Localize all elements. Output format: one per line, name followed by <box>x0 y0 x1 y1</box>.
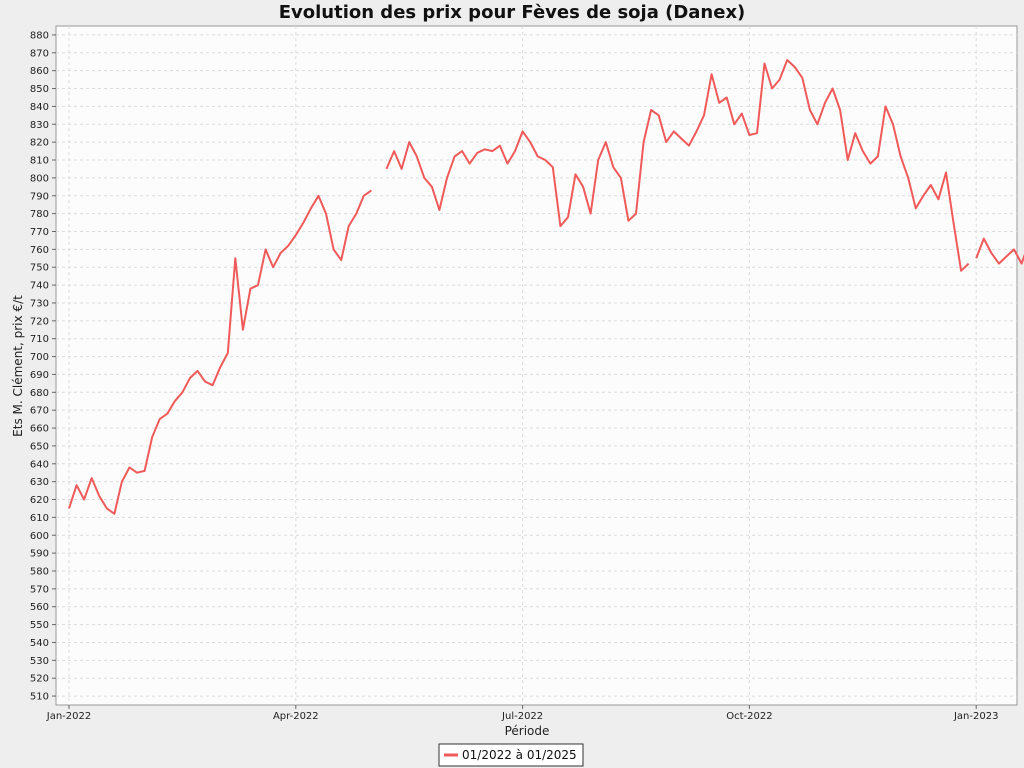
y-tick-label: 600 <box>30 531 49 542</box>
y-tick-label: 760 <box>30 245 49 256</box>
y-tick-label: 570 <box>30 584 49 595</box>
y-tick-label: 880 <box>30 30 49 41</box>
y-tick-label: 820 <box>30 138 49 149</box>
x-axis-title: Période <box>505 724 550 738</box>
legend-label: 01/2022 à 01/2025 <box>462 748 577 762</box>
y-tick-label: 780 <box>30 209 49 220</box>
y-tick-label: 800 <box>30 173 49 184</box>
y-tick-label: 860 <box>30 66 49 77</box>
plot-area <box>55 25 1018 706</box>
y-tick-label: 830 <box>30 120 49 131</box>
y-tick-label: 650 <box>30 441 49 452</box>
y-tick-label: 640 <box>30 459 49 470</box>
x-tick-label: Oct-2022 <box>726 711 772 722</box>
x-axis: Jan-2022 Apr-2022 Jul-2022 Oct-2022 Jan-2023… <box>46 705 998 722</box>
y-axis: 510 520 530 540 550 560 570 580 590 600 610 620 630 6… <box>30 30 56 703</box>
y-tick-label: 580 <box>30 566 49 577</box>
y-tick-label: 680 <box>30 388 49 399</box>
y-tick-label: 730 <box>30 298 49 309</box>
series-lines <box>68 59 1024 515</box>
x-tick-label: Apr-2022 <box>273 711 319 722</box>
y-tick-label: 610 <box>30 513 49 524</box>
y-axis-title: Ets M. Clément, prix €/t <box>11 295 25 437</box>
grid-lines <box>56 26 1017 705</box>
y-tick-label: 840 <box>30 102 49 113</box>
y-tick-label: 770 <box>30 227 49 238</box>
y-tick-label: 530 <box>30 656 49 667</box>
y-tick-label: 870 <box>30 48 49 59</box>
x-tick-label: Jul-2022 <box>501 711 543 722</box>
chart-title: Evolution des prix pour Fèves de soja (D… <box>279 2 746 23</box>
y-tick-label: 550 <box>30 620 49 631</box>
y-tick-label: 810 <box>30 156 49 167</box>
y-tick-label: 520 <box>30 674 49 685</box>
y-tick-label: 560 <box>30 602 49 613</box>
y-tick-label: 630 <box>30 477 49 488</box>
y-tick-label: 710 <box>30 334 49 345</box>
series-line-segment <box>68 189 372 515</box>
y-tick-label: 700 <box>30 352 49 363</box>
y-tick-label: 790 <box>30 191 49 202</box>
legend: 01/2022 à 01/2025 <box>438 743 584 767</box>
x-tick-label: Jan-2022 <box>46 711 91 722</box>
y-tick-label: 670 <box>30 406 49 417</box>
y-tick-label: 740 <box>30 281 49 292</box>
series-line-segment <box>385 59 970 272</box>
y-tick-label: 660 <box>30 424 49 435</box>
y-tick-label: 850 <box>30 84 49 95</box>
legend-box <box>438 743 584 767</box>
y-tick-label: 750 <box>30 263 49 274</box>
y-tick-label: 720 <box>30 316 49 327</box>
y-tick-label: 510 <box>30 692 49 703</box>
y-tick-label: 590 <box>30 549 49 560</box>
y-tick-label: 620 <box>30 495 49 506</box>
y-tick-label: 540 <box>30 638 49 649</box>
x-tick-label: Jan-2023 <box>953 711 998 722</box>
y-tick-label: 690 <box>30 370 49 381</box>
